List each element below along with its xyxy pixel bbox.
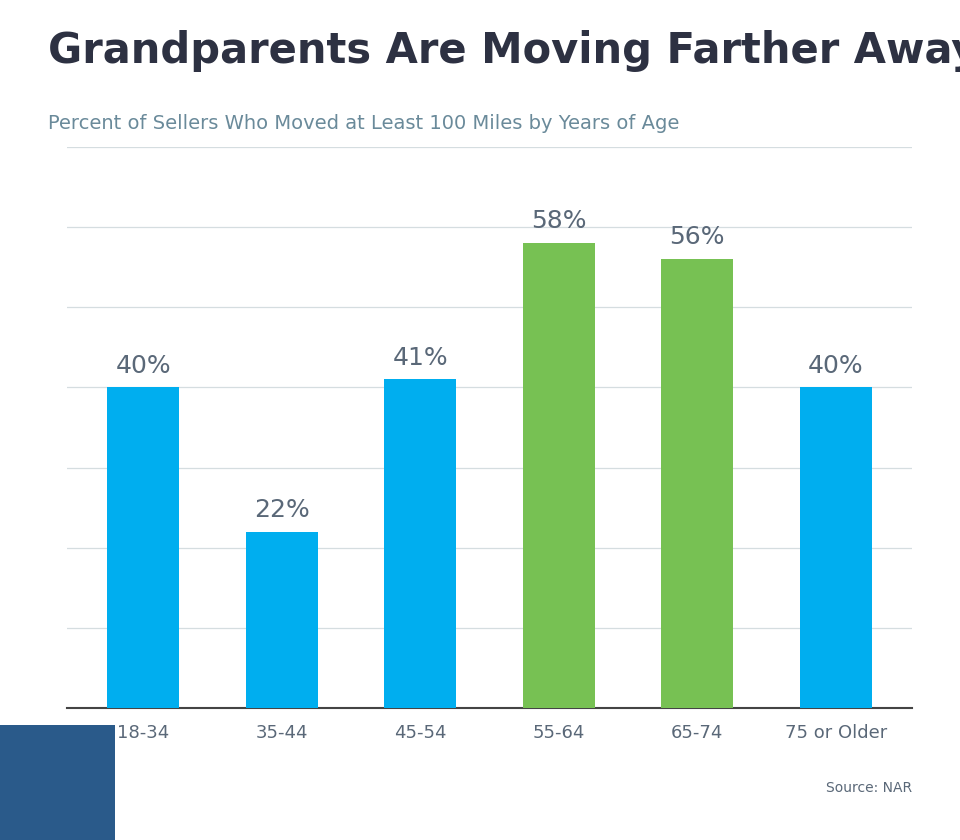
Text: Finding Your Perfect Home Brokered By eXp: Finding Your Perfect Home Brokered By eX…	[215, 795, 533, 811]
Bar	[108, 387, 180, 708]
Text: 58%: 58%	[531, 209, 587, 234]
Text: 40%: 40%	[808, 354, 864, 378]
Text: 40%: 40%	[115, 354, 171, 378]
Text: (209) 300-0311: (209) 300-0311	[590, 759, 720, 778]
Text: C. Ray Brower: C. Ray Brower	[215, 759, 357, 778]
Text: REALTOR®: REALTOR®	[818, 810, 872, 820]
Text: 41%: 41%	[393, 345, 448, 370]
Bar	[246, 532, 318, 708]
Text: YourPerfectHomeGroup.com: YourPerfectHomeGroup.com	[590, 795, 806, 811]
Bar	[820, 735, 870, 822]
Bar	[661, 259, 733, 708]
Bar	[523, 243, 595, 708]
Text: 22%: 22%	[254, 498, 310, 522]
Text: Grandparents Are Moving Farther Away: Grandparents Are Moving Farther Away	[48, 30, 960, 72]
Bar	[800, 387, 872, 708]
Text: 56%: 56%	[669, 225, 725, 249]
Text: ⌂: ⌂	[768, 743, 792, 781]
Text: R: R	[832, 755, 857, 786]
Text: EQUAL HOUSING
OPPORTUNITY: EQUAL HOUSING OPPORTUNITY	[748, 805, 812, 825]
Bar	[120, 731, 202, 834]
Text: Source: NAR: Source: NAR	[826, 781, 912, 795]
Bar	[0, 725, 115, 840]
Bar	[384, 380, 456, 708]
Text: Percent of Sellers Who Moved at Least 100 Miles by Years of Age: Percent of Sellers Who Moved at Least 10…	[48, 114, 680, 133]
